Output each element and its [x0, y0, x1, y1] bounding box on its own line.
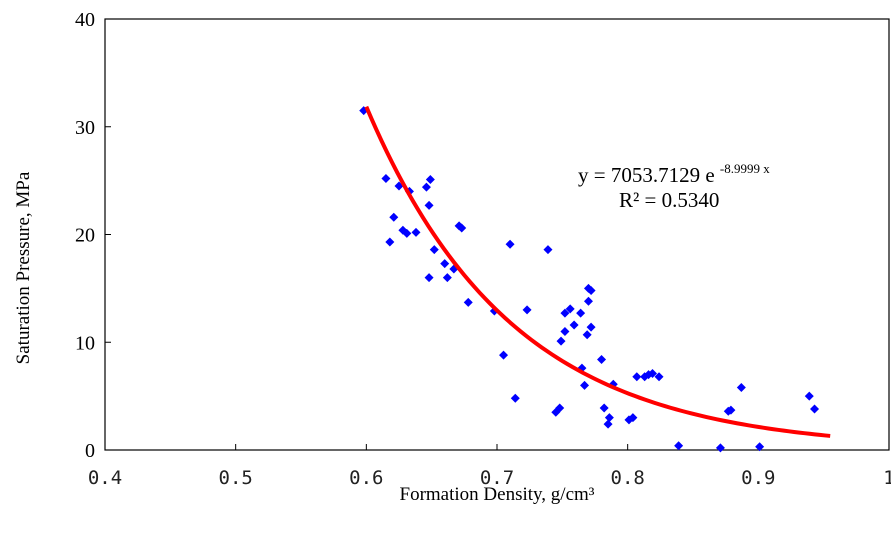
- data-point: [499, 350, 509, 360]
- x-tick-label: 0.4: [88, 467, 122, 489]
- data-point: [505, 239, 515, 249]
- data-point: [586, 286, 596, 296]
- data-point: [810, 404, 820, 414]
- data-point: [463, 297, 473, 307]
- data-point: [555, 403, 565, 413]
- data-point: [381, 173, 391, 183]
- data-point: [804, 391, 814, 401]
- x-tick-label: 0.7: [480, 467, 514, 489]
- data-point: [586, 322, 596, 332]
- data-point: [442, 273, 452, 283]
- data-points: [359, 106, 820, 453]
- data-point: [424, 200, 434, 210]
- x-tick-label: 0.8: [611, 467, 645, 489]
- data-point: [569, 320, 579, 330]
- data-point: [565, 304, 575, 314]
- data-point: [736, 383, 746, 393]
- data-point: [580, 380, 590, 390]
- data-point: [603, 419, 613, 429]
- axis-ticks: 0 10 20 30 40 0.4 0.5 0.6 0.7 0.8 0.9 1: [75, 9, 891, 489]
- x-axis-label: Formation Density, g/cm³: [400, 484, 595, 505]
- data-point: [576, 308, 586, 318]
- data-point: [440, 259, 450, 269]
- data-point: [389, 212, 399, 222]
- data-point: [726, 405, 736, 415]
- data-point: [510, 393, 520, 403]
- data-point: [583, 296, 593, 306]
- data-point: [385, 237, 395, 247]
- x-tick-label: 1: [883, 467, 891, 489]
- y-tick-label: 20: [75, 225, 95, 247]
- data-point: [582, 330, 592, 340]
- data-point: [632, 372, 642, 382]
- x-tick-label: 0.9: [741, 467, 775, 489]
- y-tick-label: 40: [75, 9, 95, 31]
- data-point: [411, 227, 421, 237]
- data-point: [654, 372, 664, 382]
- data-point: [522, 305, 532, 315]
- data-point: [457, 223, 467, 233]
- data-point: [421, 182, 431, 192]
- y-tick-label: 0: [85, 440, 95, 462]
- data-point: [604, 413, 614, 423]
- data-point: [599, 403, 609, 413]
- data-point: [755, 442, 765, 452]
- data-point: [424, 273, 434, 283]
- data-point: [402, 228, 412, 238]
- equation-exponent: -8.9999 x: [720, 161, 770, 176]
- y-tick-label: 10: [75, 332, 95, 354]
- equation-label: y = 7053.7129 e -8.9999 x: [578, 161, 770, 187]
- data-point: [647, 368, 657, 378]
- x-tick-label: 0.6: [349, 467, 383, 489]
- r-squared-label: R² = 0.5340: [619, 188, 719, 212]
- data-point: [429, 245, 439, 255]
- y-axis-label: Saturation Pressure, MPa: [13, 171, 34, 364]
- data-point: [556, 336, 566, 346]
- data-point: [597, 354, 607, 364]
- data-point: [543, 245, 553, 255]
- plot-area: [104, 18, 890, 451]
- data-point: [674, 441, 684, 451]
- trendline: [364, 105, 831, 438]
- x-tick-label: 0.5: [219, 467, 253, 489]
- y-tick-label: 30: [75, 117, 95, 139]
- data-point: [628, 413, 638, 423]
- data-point: [560, 326, 570, 336]
- equation-base: y = 7053.7129 e: [578, 163, 715, 187]
- data-point: [715, 443, 725, 453]
- data-point: [560, 308, 570, 318]
- data-point: [425, 175, 435, 185]
